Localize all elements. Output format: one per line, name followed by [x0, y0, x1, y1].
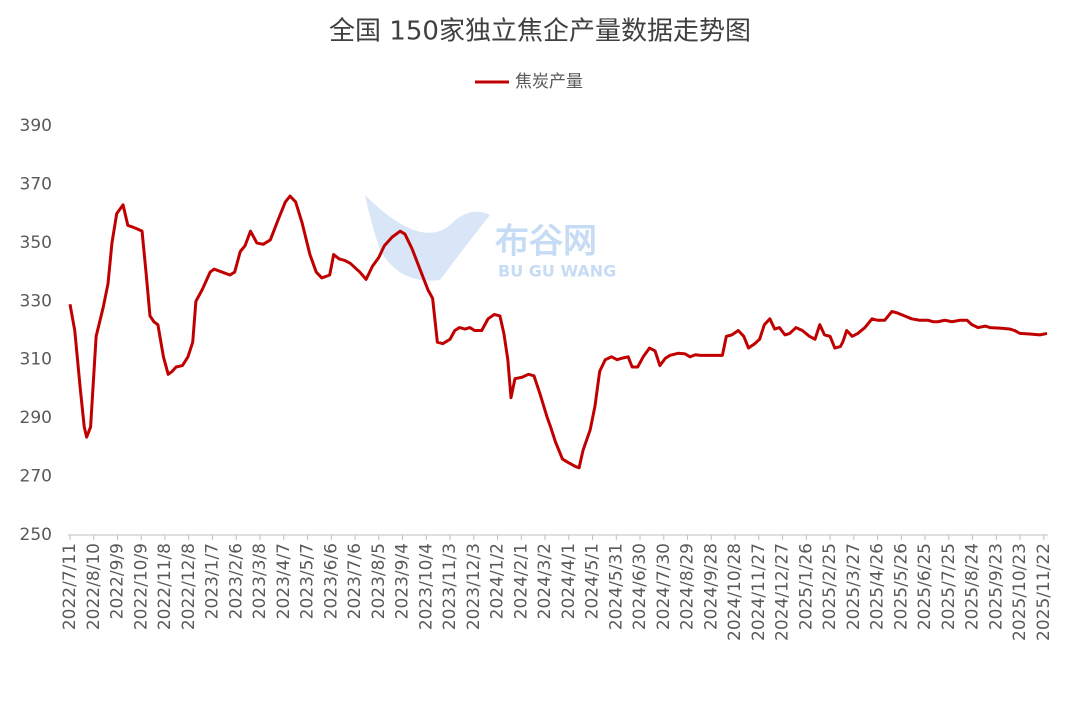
x-tick-label: 2024/10/28	[725, 543, 745, 641]
data-line	[68, 194, 1048, 470]
y-tick-label: 390	[20, 116, 52, 136]
x-tick-label: 2024/3/2	[535, 543, 555, 619]
x-tick-label: 2023/4/7	[274, 543, 294, 619]
x-tick-label: 2023/10/4	[416, 543, 436, 630]
x-tick-label: 2025/9/23	[986, 543, 1006, 630]
y-tick-label: 290	[20, 408, 52, 428]
x-tick-label: 2022/12/8	[179, 543, 199, 630]
x-tick-label: 2025/5/26	[891, 543, 911, 630]
x-tick-label: 2023/6/6	[321, 543, 341, 619]
x-tick-label: 2025/2/25	[820, 543, 840, 630]
watermark: 布谷网 BU GU WANG	[365, 195, 616, 281]
y-tick-label: 370	[20, 174, 52, 194]
x-tick-label: 2023/12/3	[464, 543, 484, 630]
x-tick-label: 2024/1/2	[488, 543, 508, 619]
legend-label: 焦炭产量	[515, 72, 583, 92]
x-tick-label: 2025/8/24	[963, 543, 983, 630]
x-tick-label: 2024/7/30	[654, 543, 674, 630]
x-tick-label: 2022/10/9	[131, 543, 151, 630]
x-tick-label: 2022/7/11	[60, 543, 80, 630]
x-tick-label: 2025/7/25	[939, 543, 959, 630]
x-tick-label: 2025/11/22	[1034, 543, 1054, 641]
y-tick-label: 270	[20, 467, 52, 487]
x-tick-label: 2024/6/30	[630, 543, 650, 630]
chart-title: 全国 150家独立焦企产量数据走势图	[329, 17, 751, 47]
y-tick-label: 330	[20, 291, 52, 311]
watermark-logo	[365, 195, 490, 281]
x-tick-label: 2023/11/3	[440, 543, 460, 630]
y-tick-label: 310	[20, 350, 52, 370]
x-tick-label: 2024/5/1	[583, 543, 603, 619]
x-tick-label: 2023/1/7	[203, 543, 223, 619]
x-tick-label: 2023/8/5	[369, 543, 389, 619]
x-tick-label: 2025/4/26	[868, 543, 888, 630]
x-tick-label: 2024/8/29	[678, 543, 698, 630]
x-tick-label: 2025/1/26	[796, 543, 816, 630]
x-tick-label: 2023/2/6	[226, 543, 246, 619]
x-tick-label: 2023/9/4	[393, 543, 413, 619]
x-tick-label: 2022/9/9	[108, 543, 128, 619]
x-tick-label: 2024/2/1	[511, 543, 531, 619]
y-tick-label: 250	[20, 525, 52, 545]
x-tick-label: 2024/12/27	[773, 543, 793, 641]
x-tick-label: 2024/11/27	[749, 543, 769, 641]
x-tick-label: 2024/4/1	[559, 543, 579, 619]
x-tick-label: 2023/5/7	[298, 543, 318, 619]
x-tick-label: 2025/6/25	[915, 543, 935, 630]
x-tick-label: 2023/7/6	[345, 543, 365, 619]
watermark-name: 布谷网	[495, 222, 597, 262]
y-tick-label: 350	[20, 233, 52, 253]
watermark-latin: BU GU WANG	[498, 262, 616, 281]
x-tick-label: 2023/3/8	[250, 543, 270, 619]
x-tick-label: 2024/5/31	[606, 543, 626, 630]
x-tick-label: 2022/11/8	[155, 543, 175, 630]
x-tick-label: 2025/10/23	[1010, 543, 1030, 641]
x-tick-label: 2022/8/10	[84, 543, 104, 630]
x-tick-label: 2024/9/28	[701, 543, 721, 630]
x-tick-label: 2025/3/27	[844, 543, 864, 630]
